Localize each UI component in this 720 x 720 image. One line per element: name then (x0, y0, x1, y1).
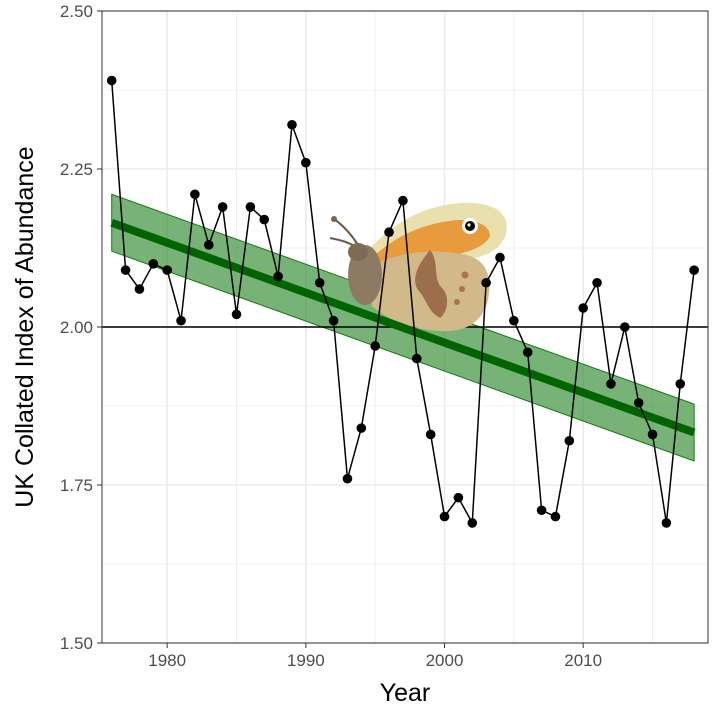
x-tick-label: 1990 (287, 651, 325, 670)
data-point (120, 265, 131, 275)
data-point (203, 240, 214, 250)
data-point (522, 347, 533, 358)
y-tick-label: 2.25 (60, 160, 93, 179)
data-point (162, 265, 172, 275)
data-point (273, 271, 283, 282)
data-point (231, 309, 242, 320)
y-tick-label: 2.00 (60, 318, 93, 337)
data-point (411, 353, 422, 364)
x-axis-ticks: 1980 1990 2000 2010 (148, 643, 602, 670)
data-point (398, 195, 408, 206)
data-point (328, 315, 339, 326)
data-point (592, 277, 602, 288)
trend-line-layer (110, 218, 696, 437)
data-point (314, 277, 325, 288)
data-point (661, 518, 672, 528)
butterfly-antenna-tip (331, 216, 337, 222)
y-tick-label: 2.50 (60, 2, 93, 21)
data-point (509, 315, 519, 326)
data-point (356, 423, 367, 433)
data-point (647, 429, 658, 440)
trend-line (110, 218, 696, 437)
butterfly-hindwing-spot (461, 271, 469, 279)
data-point (134, 284, 145, 294)
x-tick-label: 2010 (564, 651, 602, 670)
data-point (578, 303, 588, 313)
x-tick-label: 1980 (148, 651, 186, 670)
x-axis-title: Year (380, 679, 431, 707)
data-point (467, 518, 478, 528)
data-point (606, 379, 616, 389)
data-point (301, 157, 311, 168)
data-point (439, 511, 450, 522)
y-tick-label: 1.50 (60, 634, 93, 653)
data-point (217, 202, 228, 212)
data-point (245, 202, 256, 212)
data-point (176, 315, 186, 326)
butterfly-hindwing-spot (459, 286, 465, 292)
data-point (675, 379, 686, 389)
butterfly-head (348, 243, 368, 261)
butterfly-hindwing-pattern (415, 250, 448, 318)
data-point (287, 119, 297, 130)
x-tick-label: 2000 (426, 651, 464, 670)
y-axis-ticks: 1.50 1.75 2.00 2.25 2.50 (60, 2, 102, 653)
data-point (619, 322, 630, 332)
data-point (106, 75, 117, 86)
data-point (425, 429, 436, 440)
data-point (259, 214, 270, 225)
data-point (495, 252, 505, 263)
data-point (633, 398, 644, 408)
data-point (342, 473, 353, 484)
data-point (564, 435, 575, 446)
data-point (384, 227, 394, 237)
data-point (689, 265, 699, 275)
butterfly-eyespot-center (467, 223, 471, 227)
series-layer (106, 75, 699, 528)
data-point (190, 189, 200, 200)
data-point (148, 259, 159, 269)
butterfly-illustration (329, 202, 507, 332)
data-point (453, 492, 464, 503)
data-point (550, 511, 561, 522)
data-point (536, 505, 547, 516)
y-tick-label: 1.75 (60, 476, 93, 495)
butterfly-hindwing-spot (454, 299, 460, 305)
y-axis-title: UK Collated Index of Abundance (11, 146, 39, 507)
data-point (370, 341, 380, 351)
data-point (481, 277, 491, 288)
